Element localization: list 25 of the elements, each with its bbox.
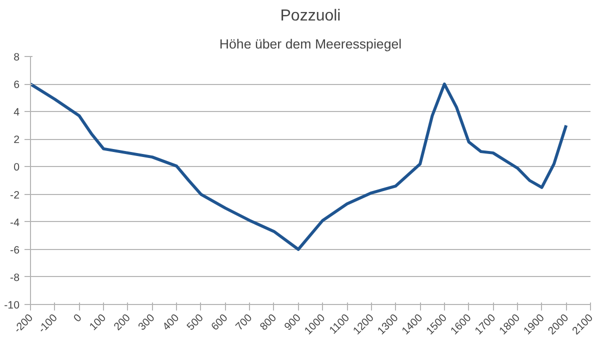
y-tick-label: 6	[14, 79, 20, 92]
x-tick-label: -200	[12, 312, 36, 336]
x-tick-label: 800	[258, 312, 279, 334]
y-tick-label: 8	[14, 52, 20, 64]
line-series	[30, 82, 568, 251]
x-tick-label: 500	[184, 312, 206, 334]
x-tick-label: 0	[71, 312, 84, 325]
y-tick-label: -8	[10, 272, 20, 284]
x-tick-label: -100	[36, 312, 60, 336]
y-tick-label: 2	[14, 134, 20, 146]
y-tick-label: -2	[10, 189, 20, 202]
y-tick-label: -4	[10, 216, 20, 229]
y-tick-label: -6	[10, 244, 20, 256]
x-tick-label: 200	[112, 312, 133, 334]
y-tick-label: 4	[14, 106, 20, 119]
y-tick-label: 0	[14, 162, 20, 174]
x-tick-label: 100	[87, 312, 109, 334]
x-tick-label: 900	[282, 312, 304, 334]
chart-subtitle: Höhe über dem Meeresspiegel	[219, 36, 402, 52]
x-tick-label: 600	[209, 312, 230, 334]
y-tick-label: -10	[4, 300, 20, 312]
chart-title: Pozzuoli	[280, 8, 341, 24]
x-tick-label: 400	[160, 312, 182, 334]
x-tick-label: 300	[136, 312, 158, 334]
x-tick-label: 700	[234, 312, 255, 334]
